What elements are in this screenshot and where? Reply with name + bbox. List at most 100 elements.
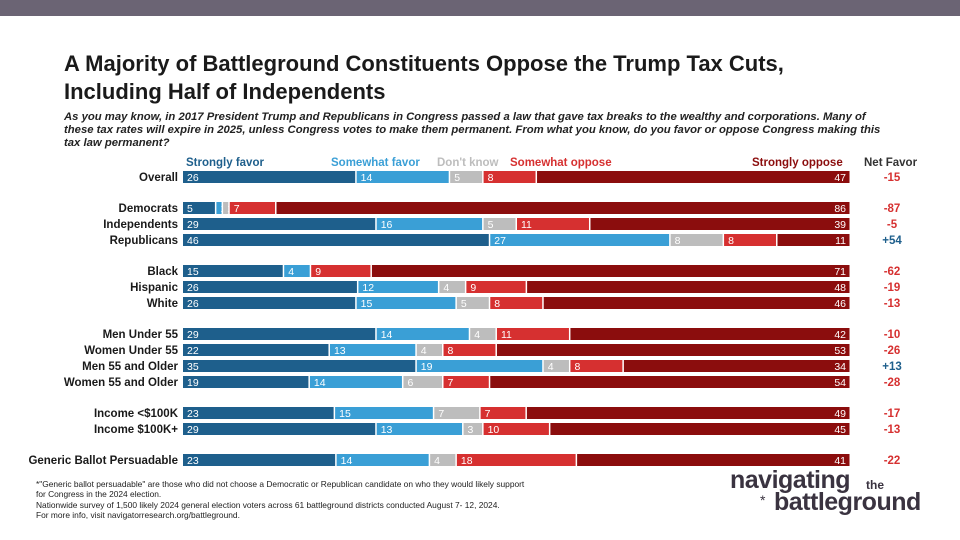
bar-white-dont-know — [456, 297, 489, 309]
value-label-independents-strongly-oppose: 39 — [834, 219, 846, 231]
value-label-overall-dont-know: 5 — [454, 172, 460, 184]
value-label-women-under-55-somewhat-oppose: 8 — [448, 345, 454, 357]
bar-democrats-strongly-oppose — [276, 202, 850, 214]
bar-independents-somewhat-favor — [376, 218, 483, 230]
bar-hispanic-somewhat-favor — [358, 281, 438, 293]
legend-strongly-oppose: Strongly oppose — [752, 157, 843, 169]
logo-word-the: the — [866, 478, 884, 492]
bar-income-100k-somewhat-oppose — [483, 423, 549, 435]
footnote-line-2: for Congress in the 2024 election. — [36, 489, 162, 500]
bar-overall-somewhat-oppose — [483, 171, 536, 183]
logo-star-icon: * — [760, 492, 766, 508]
legend-somewhat-favor: Somewhat favor — [331, 157, 420, 169]
net-favor-generic-ballot-persuadable: -22 — [884, 455, 901, 467]
value-label-income-100k-somewhat-oppose: 7 — [485, 408, 491, 420]
value-label-overall-somewhat-oppose: 8 — [488, 172, 494, 184]
bar-generic-ballot-persuadable-strongly-favor — [183, 454, 336, 466]
bar-republicans-somewhat-oppose — [724, 234, 777, 246]
navigating-battleground-logo: navigating the * battleground — [730, 466, 940, 516]
row-label-black: Black — [147, 266, 178, 278]
value-label-democrats-somewhat-oppose: 7 — [234, 203, 240, 215]
page-title: A Majority of Battleground Constituents … — [64, 50, 924, 106]
bar-hispanic-strongly-favor — [183, 281, 357, 293]
bar-income-100k-strongly-favor — [183, 423, 376, 435]
value-label-men-55-and-older-strongly-favor: 35 — [187, 361, 199, 373]
value-label-republicans-strongly-oppose: 11 — [835, 235, 846, 247]
value-label-men-55-and-older-somewhat-oppose: 8 — [574, 361, 580, 373]
value-label-republicans-somewhat-favor: 27 — [494, 235, 506, 247]
bar-men-55-and-older-strongly-oppose — [623, 360, 850, 372]
bar-hispanic-dont-know — [439, 281, 465, 293]
bar-men-55-and-older-dont-know — [543, 360, 569, 372]
value-label-hispanic-dont-know: 4 — [443, 282, 449, 294]
bar-income-100k-somewhat-favor — [335, 407, 433, 419]
bar-men-55-and-older-somewhat-favor — [416, 360, 543, 372]
value-label-generic-ballot-persuadable-strongly-oppose: 41 — [834, 455, 846, 467]
row-label-women-under-55: Women Under 55 — [84, 345, 178, 357]
bar-democrats-somewhat-oppose — [229, 202, 276, 214]
bar-white-strongly-favor — [183, 297, 356, 309]
bar-black-strongly-favor — [183, 265, 283, 277]
value-label-hispanic-somewhat-favor: 12 — [362, 282, 374, 294]
value-label-white-somewhat-favor: 15 — [361, 298, 373, 310]
bar-women-55-and-older-strongly-oppose — [490, 376, 850, 388]
bar-men-under-55-somewhat-oppose — [496, 328, 569, 340]
net-favor-men-under-55: -10 — [884, 329, 901, 341]
value-label-men-55-and-older-strongly-oppose: 34 — [834, 361, 846, 373]
bar-overall-strongly-oppose — [537, 171, 850, 183]
value-label-hispanic-strongly-oppose: 48 — [834, 282, 846, 294]
value-label-men-under-55-dont-know: 4 — [474, 329, 480, 341]
bar-independents-somewhat-oppose — [517, 218, 589, 230]
bar-generic-ballot-persuadable-somewhat-favor — [336, 454, 429, 466]
value-label-men-under-55-strongly-oppose: 42 — [834, 329, 846, 341]
value-label-income-100k-somewhat-oppose: 10 — [488, 424, 500, 436]
row-label-generic-ballot-persuadable: Generic Ballot Persuadable — [28, 455, 178, 467]
value-label-women-55-and-older-strongly-favor: 19 — [187, 377, 199, 389]
bar-generic-ballot-persuadable-strongly-oppose — [577, 454, 850, 466]
bar-independents-strongly-oppose — [590, 218, 850, 230]
value-label-overall-strongly-oppose: 47 — [834, 172, 846, 184]
footnote-line-1: *"Generic ballot persuadable" are those … — [36, 479, 525, 489]
value-label-overall-somewhat-favor: 14 — [361, 172, 373, 184]
row-label-hispanic: Hispanic — [130, 282, 179, 294]
survey-question: As you may know, in 2017 President Trump… — [64, 111, 881, 149]
bar-income-100k-strongly-oppose — [526, 407, 850, 419]
net-favor-header: Net Favor — [864, 157, 918, 169]
value-label-women-under-55-somewhat-favor: 13 — [334, 345, 346, 357]
bar-income-100k-dont-know — [434, 407, 480, 419]
bar-women-under-55-strongly-oppose — [496, 344, 850, 356]
bar-men-under-55-dont-know — [470, 328, 496, 340]
value-label-republicans-somewhat-oppose: 8 — [728, 235, 734, 247]
value-label-white-somewhat-oppose: 8 — [494, 298, 500, 310]
value-label-men-under-55-strongly-favor: 29 — [187, 329, 199, 341]
value-label-men-under-55-somewhat-favor: 14 — [381, 329, 393, 341]
value-label-independents-somewhat-favor: 16 — [381, 219, 393, 231]
value-label-women-55-and-older-dont-know: 6 — [407, 377, 413, 389]
bar-women-55-and-older-somewhat-favor — [309, 376, 402, 388]
bar-women-under-55-strongly-favor — [183, 344, 329, 356]
value-label-democrats-strongly-favor: 5 — [187, 203, 193, 215]
bar-income-100k-strongly-oppose — [550, 423, 850, 435]
net-favor-men-55-and-older: +13 — [882, 361, 902, 373]
net-favor-women-55-and-older: -28 — [884, 377, 901, 389]
net-favor-hispanic: -19 — [884, 282, 901, 294]
bar-women-under-55-dont-know — [416, 344, 443, 356]
value-label-income-100k-somewhat-favor: 15 — [339, 408, 351, 420]
legend-somewhat-oppose: Somewhat oppose — [510, 157, 612, 169]
net-favor-overall: -15 — [884, 172, 901, 184]
value-label-black-somewhat-oppose: 9 — [315, 266, 321, 278]
value-label-generic-ballot-persuadable-somewhat-oppose: 18 — [461, 455, 473, 467]
footnote-line-4: For more info, visit navigatorresearch.o… — [36, 510, 240, 521]
logo-word-navigating: navigating — [730, 466, 851, 494]
value-label-overall-strongly-favor: 26 — [187, 172, 199, 184]
row-label-democrats: Democrats — [119, 203, 178, 215]
value-label-women-under-55-dont-know: 4 — [421, 345, 427, 357]
bar-overall-strongly-favor — [183, 171, 356, 183]
footnotes: *"Generic ballot persuadable" are those … — [36, 479, 636, 521]
net-favor-independents: -5 — [887, 219, 898, 231]
value-label-income-100k-dont-know: 3 — [468, 424, 474, 436]
row-label-men-under-55: Men Under 55 — [103, 329, 179, 341]
row-label-women-55-and-older: Women 55 and Older — [64, 377, 179, 389]
value-label-independents-strongly-favor: 29 — [187, 219, 199, 231]
row-label-republicans: Republicans — [110, 235, 178, 247]
